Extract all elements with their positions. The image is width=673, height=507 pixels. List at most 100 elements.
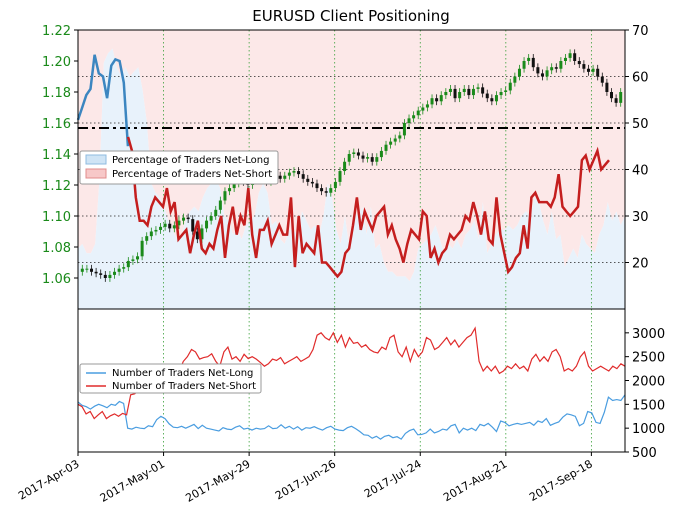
candle-body — [218, 200, 222, 210]
candle-body — [159, 226, 163, 230]
candle-body — [563, 57, 567, 61]
candle-body — [209, 216, 213, 221]
candle-body — [113, 271, 117, 275]
left-tick-label: 1.12 — [42, 179, 71, 194]
candle-body — [586, 68, 590, 72]
candle-body — [379, 150, 383, 158]
legend-label-net-short: Percentage of Traders Net-Short — [112, 169, 272, 180]
candle-body — [324, 191, 328, 193]
candle-body — [458, 92, 462, 99]
top-panel: EURUSD Client Positioning 1.061.081.101.… — [42, 7, 649, 310]
candle-body — [90, 268, 94, 272]
candle-body — [168, 223, 172, 229]
candle-body — [214, 209, 218, 216]
candle-body — [228, 188, 232, 192]
candle-body — [389, 141, 393, 145]
candle-body — [94, 271, 98, 274]
candle-body — [398, 135, 402, 139]
candle-body — [356, 152, 360, 156]
candle-body — [200, 228, 204, 240]
candle-body — [310, 181, 314, 184]
left-tick-label: 1.14 — [42, 148, 71, 163]
candle-body — [297, 171, 301, 175]
candle-body — [421, 107, 425, 111]
candle-body — [430, 98, 434, 105]
candle-body — [545, 70, 549, 77]
right-tick-label: 70 — [632, 24, 649, 39]
candle-body — [453, 88, 457, 99]
candle-body — [494, 95, 498, 102]
bottom-right-tick-label: 1000 — [632, 422, 665, 437]
candle-body — [103, 274, 107, 278]
candle-body — [117, 268, 121, 272]
candle-body — [485, 93, 489, 99]
candle-body — [614, 98, 618, 103]
candle-body — [467, 88, 471, 96]
candle-body — [122, 267, 126, 269]
candle-body — [347, 154, 351, 162]
bottom-legend-box — [79, 363, 262, 394]
candle-body — [425, 104, 429, 108]
bottom-legend: Number of Traders Net-Long Number of Tra… — [79, 363, 262, 394]
net-short-percentage-line — [126, 136, 610, 279]
right-tick-label: 20 — [632, 257, 649, 272]
top-legend: Percentage of Traders Net-Long Percentag… — [79, 150, 279, 185]
candle-body — [591, 68, 595, 72]
candle-body — [402, 123, 406, 136]
candle-body — [407, 118, 411, 123]
x-tick-label: 2017-Jun-26 — [273, 457, 338, 502]
left-tick-label: 1.20 — [42, 55, 71, 70]
x-tick-label: 2017-May-01 — [98, 457, 167, 505]
candle-body — [481, 87, 485, 94]
bottom-right-tick-label: 1500 — [632, 398, 665, 413]
candle-body — [329, 188, 333, 193]
candle-body — [531, 57, 535, 68]
candle-body — [605, 82, 609, 92]
candle-body — [448, 88, 452, 92]
candle-body — [412, 115, 416, 119]
x-tick-label: 2017-May-29 — [183, 457, 252, 505]
left-axis-ticks: 1.06 1.08 1.10 1.12 1.14 1.16 1.18 1.20 1.22 — [42, 24, 78, 287]
left-tick-label: 1.22 — [42, 24, 71, 39]
right-tick-label: 50 — [632, 117, 649, 132]
x-tick-label: 2017-Aug-21 — [441, 457, 509, 504]
x-axis-ticks: 2017-Apr-03 2017-May-01 2017-May-29 2017-Ju… — [16, 452, 595, 505]
candle-body — [343, 161, 347, 172]
candle-body — [140, 240, 144, 257]
legend-label-net-long: Percentage of Traders Net-Long — [112, 155, 270, 166]
candle-body — [278, 175, 282, 179]
candle-body — [476, 87, 480, 89]
candle-body — [191, 219, 195, 232]
candle-body — [568, 53, 572, 58]
net-short-area — [78, 30, 625, 282]
candle-body — [232, 183, 236, 189]
candle-body — [573, 53, 577, 61]
legend-swatch-net-short — [85, 168, 107, 179]
left-tick-label: 1.08 — [42, 241, 71, 256]
price-candles — [80, 49, 623, 282]
bottom-right-tick-label: 2500 — [632, 351, 665, 366]
bottom-right-tick-label: 3000 — [632, 327, 665, 342]
candle-body — [600, 76, 604, 83]
candle-body — [85, 268, 89, 270]
candle-body — [333, 181, 337, 189]
candle-body — [320, 188, 324, 192]
candle-body — [384, 144, 388, 151]
candle-body — [292, 171, 296, 173]
candle-body — [550, 67, 554, 71]
candle-body — [361, 155, 365, 159]
candle-body — [108, 274, 112, 278]
candle-body — [99, 273, 103, 275]
left-tick-label: 1.16 — [42, 117, 71, 132]
left-tick-label: 1.18 — [42, 86, 71, 101]
candle-body — [609, 92, 613, 99]
candle-body — [554, 67, 558, 69]
candle-body — [444, 92, 448, 96]
net-long-percentage-line — [76, 54, 130, 147]
candle-body — [416, 110, 420, 116]
left-tick-label: 1.10 — [42, 210, 71, 225]
candle-body — [283, 175, 287, 179]
candle-body — [504, 90, 508, 92]
right-tick-label: 40 — [632, 164, 649, 179]
